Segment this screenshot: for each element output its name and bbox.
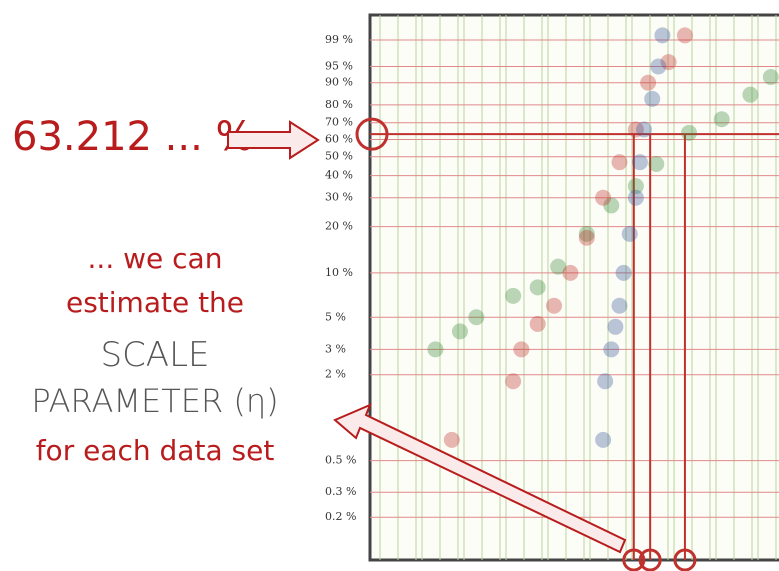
y-tick-label: 50 % xyxy=(325,150,353,163)
point xyxy=(640,74,657,91)
point xyxy=(713,111,730,128)
annotation: 63.212 ... % xyxy=(12,114,254,160)
point xyxy=(597,373,614,390)
marks xyxy=(427,27,779,448)
y-tick-label: 95 % xyxy=(325,60,353,73)
point xyxy=(762,69,779,86)
annotation: for each data set xyxy=(36,434,275,467)
point xyxy=(513,341,530,358)
y-tick-label: 10 % xyxy=(325,266,353,279)
point xyxy=(611,154,628,171)
point xyxy=(681,124,698,141)
y-tick-label: 2 % xyxy=(325,368,346,381)
point xyxy=(607,318,624,335)
point xyxy=(650,58,667,75)
arrow xyxy=(333,403,627,554)
point xyxy=(627,189,644,206)
highlight-circle xyxy=(355,117,389,151)
grid xyxy=(355,15,779,571)
point xyxy=(660,54,677,71)
point xyxy=(648,156,665,173)
point xyxy=(636,121,653,138)
annotation: SCALE xyxy=(100,335,209,375)
point xyxy=(676,27,693,44)
point xyxy=(611,297,628,314)
arrow xyxy=(227,120,320,160)
point xyxy=(550,258,567,275)
point xyxy=(427,341,444,358)
point xyxy=(627,121,644,138)
point xyxy=(595,431,612,448)
point xyxy=(451,323,468,340)
point xyxy=(654,27,671,44)
point xyxy=(621,225,638,242)
annotation: PARAMETER (η) xyxy=(31,382,278,420)
point xyxy=(742,86,759,103)
point xyxy=(603,341,620,358)
point xyxy=(562,264,579,281)
y-tick-label: 70 % xyxy=(325,116,353,129)
point xyxy=(529,315,546,332)
y-tick-label: 99 % xyxy=(325,33,353,46)
point xyxy=(578,225,595,242)
y-tick-label: 80 % xyxy=(325,98,353,111)
y-tick-label: 90 % xyxy=(325,76,353,89)
point xyxy=(603,197,620,214)
y-tick-label: 0.3 % xyxy=(325,485,356,498)
point xyxy=(595,189,612,206)
estimate-circle xyxy=(622,548,646,571)
point xyxy=(644,90,661,107)
y-tick-label: 0.5 % xyxy=(325,454,356,467)
point xyxy=(505,373,522,390)
point xyxy=(631,154,648,171)
point xyxy=(505,287,522,304)
y-tick-label: 40 % xyxy=(325,169,353,182)
point xyxy=(468,309,485,326)
point xyxy=(578,229,595,246)
y-tick-label: 60 % xyxy=(325,133,353,146)
point xyxy=(546,297,563,314)
estimate-circle xyxy=(638,548,662,571)
point xyxy=(615,264,632,281)
plot-frame xyxy=(368,13,779,562)
point xyxy=(529,279,546,296)
annotation: ... we can xyxy=(88,242,223,275)
y-tick-label: 30 % xyxy=(325,191,353,204)
annotation: estimate the xyxy=(66,286,244,319)
y-tick-label: 5 % xyxy=(325,310,346,323)
point xyxy=(627,178,644,195)
estimate-circle xyxy=(673,548,697,571)
y-tick-label: 20 % xyxy=(325,220,353,233)
point xyxy=(443,431,460,448)
y-tick-label: 3 % xyxy=(325,342,346,355)
y-tick-label: 0.2 % xyxy=(325,510,356,523)
